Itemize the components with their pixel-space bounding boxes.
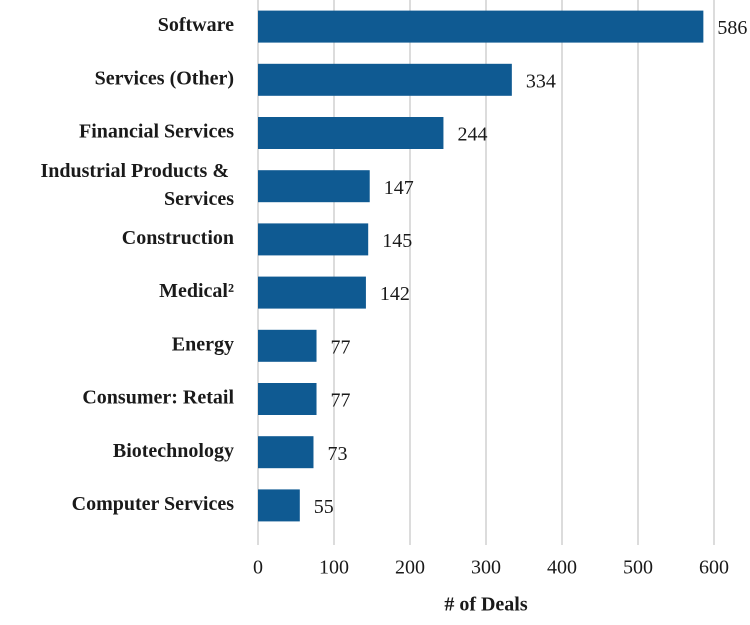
bar xyxy=(258,10,704,43)
value-label: 145 xyxy=(382,230,412,252)
x-tick-label: 100 xyxy=(319,557,349,579)
y-tick-label: Industrial Products & Services xyxy=(40,160,234,210)
value-label: 55 xyxy=(314,496,334,518)
label-line: Industrial Products & xyxy=(40,160,234,182)
bar xyxy=(258,383,317,415)
bar xyxy=(258,63,512,96)
bar xyxy=(258,489,300,522)
y-tick-label: Construction xyxy=(122,227,234,249)
y-tick-label: Medical² xyxy=(159,280,234,302)
x-tick-label: 400 xyxy=(547,557,577,579)
x-tick-label: 300 xyxy=(471,557,501,579)
x-tick-label: 600 xyxy=(699,557,729,579)
bar xyxy=(258,170,370,203)
value-label: 244 xyxy=(457,124,487,146)
value-label: 77 xyxy=(331,390,351,412)
bar xyxy=(258,329,317,362)
label-line: Services xyxy=(164,188,234,210)
y-tick-label: Consumer: Retail xyxy=(82,387,234,409)
bar xyxy=(258,117,444,149)
bar xyxy=(258,276,366,309)
y-tick-label: Biotechnology xyxy=(113,440,234,462)
y-tick-label: Software xyxy=(158,14,234,36)
y-tick-label: Financial Services xyxy=(79,121,234,143)
value-label: 586 xyxy=(717,17,747,39)
value-label: 147 xyxy=(384,177,414,199)
x-tick-label: 200 xyxy=(395,557,425,579)
x-tick-label: 500 xyxy=(623,557,653,579)
x-tick-label: 0 xyxy=(253,557,263,579)
value-label: 142 xyxy=(380,283,410,305)
bar xyxy=(258,223,369,256)
bar xyxy=(258,436,314,469)
y-tick-label: Energy xyxy=(172,333,234,355)
value-label: 77 xyxy=(331,336,351,358)
y-tick-label: Computer Services xyxy=(72,493,235,515)
y-tick-label: Services (Other) xyxy=(95,67,234,89)
value-label: 334 xyxy=(526,70,556,92)
x-axis-title: # of Deals xyxy=(444,594,528,616)
value-label: 73 xyxy=(327,443,347,465)
